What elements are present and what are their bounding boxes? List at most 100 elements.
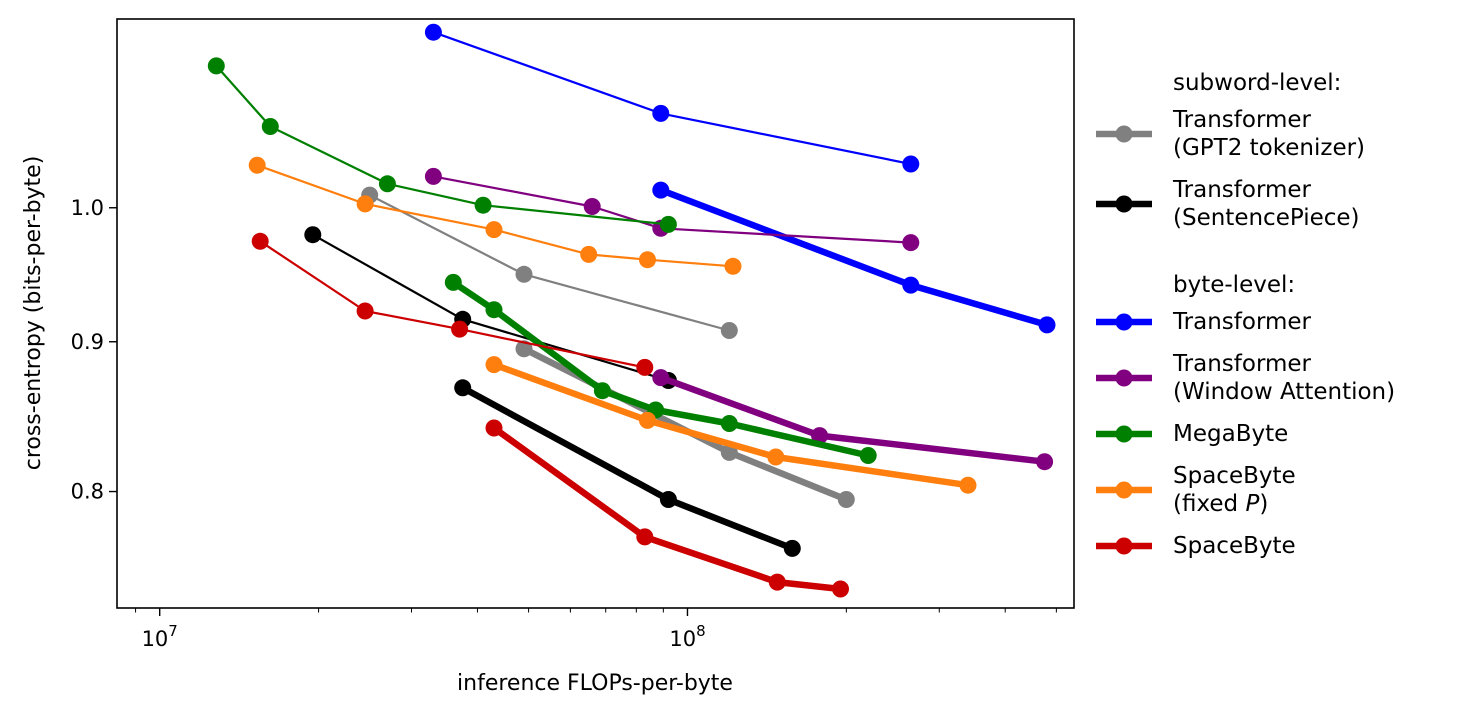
data-point	[959, 476, 977, 494]
series-6	[424, 167, 920, 252]
legend-label: (fixed P)	[1173, 491, 1268, 517]
data-point	[261, 118, 279, 135]
data-point	[485, 356, 503, 374]
series-12	[251, 232, 654, 376]
legend-swatch-marker	[1115, 481, 1133, 499]
legend-label: Transformer	[1172, 107, 1312, 133]
y-tick-label: 0.8	[71, 480, 104, 504]
y-axis-label: cross-entropy (bits-per-byte)	[21, 156, 46, 471]
legend-swatch-marker	[1115, 195, 1133, 213]
data-point	[768, 573, 786, 591]
legend-swatch-marker	[1115, 313, 1133, 331]
legend-entry: Transformer(SentencePiece)	[1096, 177, 1360, 231]
y-tick-label: 0.9	[71, 330, 104, 354]
x-axis-label: inference FLOPs-per-byte	[457, 671, 733, 696]
series-line	[259, 240, 646, 369]
data-point	[593, 382, 611, 400]
data-point	[1038, 316, 1056, 334]
legend-entry: Transformer	[1096, 309, 1312, 335]
legend-entry: Transformer(Window Attention)	[1096, 351, 1395, 405]
data-point	[811, 427, 829, 445]
data-point	[1036, 453, 1054, 471]
legend-entry: MegaByte	[1096, 421, 1288, 447]
data-point	[454, 379, 472, 397]
legend-swatch-marker	[1115, 369, 1133, 387]
series-4	[424, 23, 920, 173]
series-7	[652, 369, 1054, 471]
data-point	[902, 234, 920, 252]
data-point	[356, 302, 374, 320]
legend-label: Transformer	[1172, 351, 1312, 377]
data-point	[720, 415, 738, 432]
data-point	[720, 322, 738, 339]
data-point	[451, 320, 469, 338]
legend-label: SpaceByte	[1173, 463, 1296, 489]
axes: 107 108 0.8 0.9 1.0	[71, 196, 1057, 651]
legend-label: (GPT2 tokenizer)	[1173, 135, 1365, 161]
data-point	[424, 167, 442, 185]
legend-swatch-marker	[1115, 125, 1133, 143]
series-11	[485, 356, 977, 494]
legend: subword-level:Transformer(GPT2 tokenizer…	[1096, 70, 1395, 559]
series-8	[207, 57, 677, 233]
series-10	[248, 156, 742, 275]
data-point	[304, 226, 322, 244]
data-point	[659, 215, 677, 233]
data-point	[515, 340, 533, 358]
data-point	[580, 245, 598, 263]
data-point	[859, 447, 877, 464]
data-point	[636, 528, 654, 546]
data-point	[783, 539, 801, 557]
legend-entry: Transformer(GPT2 tokenizer)	[1096, 107, 1365, 161]
series-3	[454, 379, 801, 557]
series-layer	[207, 23, 1056, 598]
data-point	[356, 195, 374, 213]
data-point	[485, 221, 503, 239]
data-point	[207, 57, 225, 75]
series-line	[256, 164, 734, 268]
data-point	[485, 419, 503, 437]
legend-entry: SpaceByte(fixed P)	[1096, 463, 1296, 517]
data-point	[485, 301, 503, 319]
data-point	[583, 198, 601, 215]
data-point	[902, 155, 920, 173]
data-point	[248, 156, 266, 174]
data-point	[515, 265, 533, 283]
series-line	[492, 425, 841, 593]
legend-label: (SentencePiece)	[1173, 205, 1360, 231]
data-point	[724, 257, 742, 275]
data-point	[659, 491, 677, 508]
data-point	[636, 358, 654, 376]
legend-swatch-marker	[1115, 537, 1133, 555]
plot-area-frame	[116, 18, 1075, 609]
data-point	[837, 491, 855, 508]
legend-group-header: byte-level:	[1173, 272, 1295, 298]
series-5	[652, 181, 1056, 334]
data-point	[832, 580, 849, 598]
data-point	[251, 232, 269, 250]
legend-group-header: subword-level:	[1173, 70, 1341, 96]
data-point	[767, 448, 785, 466]
data-point	[424, 23, 442, 41]
x-tick-label: 108	[669, 622, 705, 651]
series-line	[433, 175, 911, 244]
legend-label: SpaceByte	[1173, 533, 1296, 559]
x-tick-label: 107	[142, 622, 178, 651]
legend-label: Transformer	[1172, 177, 1312, 203]
legend-swatch-marker	[1115, 425, 1133, 443]
legend-label: MegaByte	[1173, 421, 1288, 447]
data-point	[378, 175, 396, 193]
y-tick-label: 1.0	[71, 196, 104, 220]
data-point	[652, 181, 670, 199]
legend-label: (Window Attention)	[1173, 379, 1395, 405]
legend-entry: SpaceByte	[1096, 533, 1296, 559]
data-point	[639, 411, 656, 429]
series-9	[444, 273, 877, 464]
series-13	[485, 419, 849, 598]
series-line	[492, 361, 969, 489]
data-point	[652, 369, 670, 387]
data-point	[902, 276, 920, 294]
data-point	[444, 273, 462, 291]
